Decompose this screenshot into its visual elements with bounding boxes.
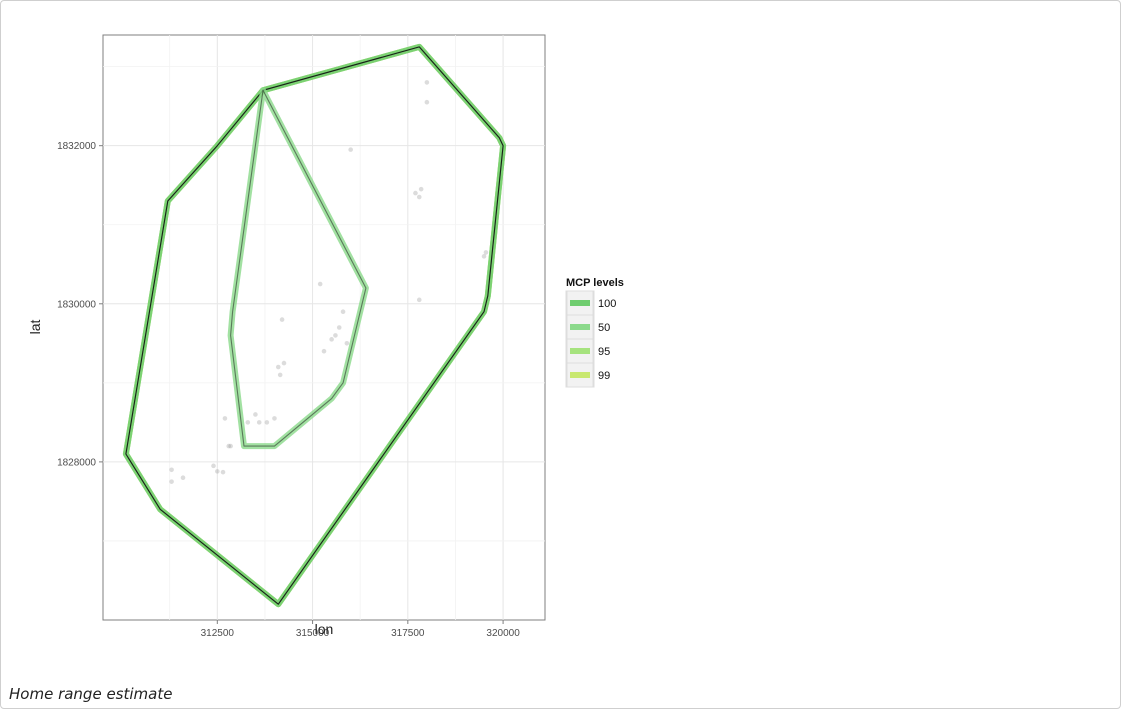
tracking-points [169, 80, 489, 484]
data-point [211, 463, 216, 469]
data-point [321, 348, 327, 354]
data-point [277, 372, 283, 378]
x-axis-ticks: 312500 315000 317500 320000 [201, 620, 520, 639]
data-point [253, 412, 258, 417]
legend-label: 100 [598, 298, 616, 310]
data-point [333, 333, 338, 338]
data-point [281, 360, 287, 366]
data-point [228, 443, 233, 449]
data-point [336, 325, 342, 330]
data-point [169, 467, 174, 473]
data-point [340, 309, 346, 314]
data-point [279, 317, 285, 322]
mcp-polygons [122, 43, 507, 608]
data-point [264, 420, 270, 425]
y-tick-label: 1828000 [57, 457, 96, 468]
legend-title: MCP levels [566, 277, 624, 289]
data-point [272, 416, 277, 421]
y-axis-title: lat [27, 320, 43, 335]
y-tick-label: 1830000 [57, 299, 96, 310]
data-point [222, 416, 228, 421]
data-point [220, 469, 226, 475]
data-point [275, 364, 281, 370]
x-tick-label: 320000 [486, 628, 520, 639]
data-point [256, 420, 262, 425]
x-axis-title: lon [315, 621, 334, 637]
data-point [416, 297, 422, 303]
data-point [317, 281, 323, 287]
data-point [215, 469, 220, 474]
data-point [180, 475, 186, 481]
legend: MCP levels 100 50 95 99 [565, 277, 624, 388]
data-point [413, 190, 418, 196]
mcp-50-outline [230, 89, 367, 447]
data-point [424, 80, 430, 85]
data-point [329, 337, 334, 342]
data-point [481, 254, 487, 259]
data-point [416, 194, 422, 200]
data-point [424, 99, 430, 105]
mcp-100-outline [125, 46, 504, 605]
x-tick-label: 312500 [201, 628, 235, 639]
legend-label: 50 [598, 322, 610, 334]
data-point [344, 341, 350, 346]
grid-lines [103, 35, 545, 620]
data-point [245, 420, 251, 425]
figure-caption: Home range estimate [9, 685, 173, 703]
legend-label: 95 [598, 346, 610, 358]
data-point [418, 186, 424, 192]
x-tick-label: 317500 [391, 628, 425, 639]
data-point [348, 147, 353, 152]
y-axis-ticks: 1828000 1830000 1832000 [57, 141, 103, 468]
y-tick-label: 1832000 [57, 141, 96, 152]
data-point [483, 250, 489, 255]
x-tick-label: 315000 [296, 628, 330, 639]
legend-label: 99 [598, 370, 610, 382]
data-point [169, 479, 174, 484]
data-point [226, 443, 232, 449]
